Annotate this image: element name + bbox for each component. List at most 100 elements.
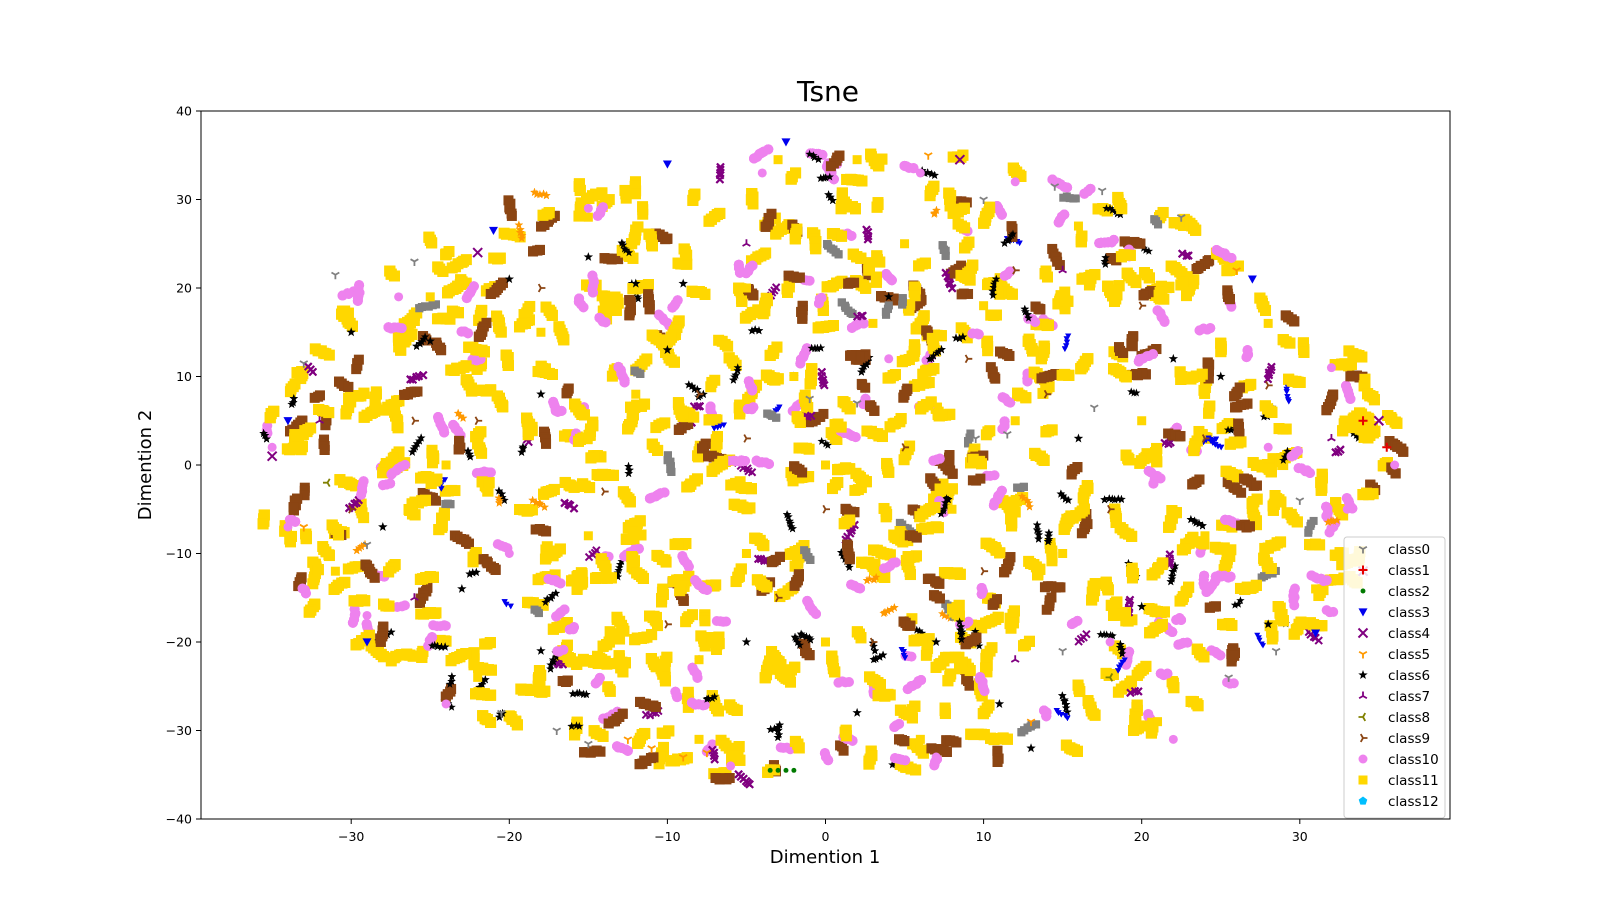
cloud-point	[680, 616, 692, 628]
cloud-point	[1236, 487, 1247, 498]
cloud-point	[295, 373, 307, 385]
cloud-point	[1230, 600, 1240, 609]
cloud-point	[340, 408, 352, 420]
cloud-point	[323, 349, 335, 361]
cloud-point	[1226, 301, 1237, 312]
cloud-point	[1076, 528, 1087, 539]
cloud-point	[747, 468, 757, 477]
cloud-point	[614, 566, 623, 575]
cloud-point	[739, 312, 751, 324]
cloud-point	[1132, 388, 1141, 397]
cloud-point	[1102, 630, 1111, 639]
cloud-point	[938, 609, 947, 618]
cloud-point	[1347, 413, 1359, 425]
cloud-point	[903, 304, 915, 316]
cloud-point	[431, 313, 443, 325]
cloud-point	[606, 370, 618, 382]
cloud-point	[1225, 544, 1237, 556]
cloud-point	[1054, 260, 1065, 271]
cloud-point	[615, 563, 624, 572]
cloud-point	[637, 208, 649, 220]
cloud-point	[821, 439, 831, 448]
cloud-point	[617, 557, 626, 566]
cloud-point	[1251, 519, 1263, 531]
cloud-point	[1108, 631, 1117, 640]
cloud-point	[742, 393, 754, 405]
cloud-point	[613, 568, 622, 577]
cloud-point	[1195, 547, 1206, 558]
cloud-point	[803, 443, 815, 455]
cloud-point	[838, 745, 849, 756]
cloud-point	[1328, 606, 1339, 617]
cloud-point	[1134, 457, 1146, 469]
cloud-point	[1352, 431, 1361, 440]
cloud-point	[1180, 290, 1192, 302]
cloud-point	[849, 484, 861, 496]
cloud-point	[956, 289, 967, 300]
cloud-point	[1127, 387, 1136, 396]
cloud-point	[430, 495, 441, 506]
cloud-point	[888, 760, 897, 769]
cloud-point	[982, 345, 994, 357]
cloud-point	[898, 454, 910, 466]
cloud-point	[1041, 604, 1052, 615]
cloud-point	[627, 279, 637, 287]
cloud-point	[1304, 528, 1313, 537]
cloud-point	[630, 188, 642, 200]
cloud-point	[944, 612, 953, 621]
cloud-point	[604, 685, 616, 697]
cloud-point	[573, 210, 585, 222]
cloud-point	[539, 553, 551, 565]
cloud-point	[299, 490, 310, 501]
cloud-point	[1074, 637, 1083, 646]
cloud-point	[1314, 636, 1323, 645]
cloud-point	[1223, 425, 1233, 434]
cloud-point	[1256, 637, 1263, 644]
cloud-point	[615, 560, 625, 569]
cloud-point	[342, 563, 354, 575]
cloud-point	[392, 602, 403, 613]
cloud-point	[1226, 425, 1236, 434]
cloud-point	[426, 457, 438, 469]
cloud-point	[961, 332, 973, 344]
cloud-point	[917, 628, 927, 637]
cloud-point	[1144, 246, 1154, 255]
cloud-point	[634, 294, 643, 303]
cloud-point	[1228, 678, 1239, 689]
cloud-point	[641, 710, 651, 720]
cloud-point	[1059, 303, 1071, 315]
cloud-point	[613, 572, 623, 581]
cloud-point	[1126, 614, 1138, 626]
cloud-point	[532, 574, 544, 586]
cloud-point	[833, 677, 844, 688]
cloud-point	[440, 620, 451, 631]
cloud-point	[1257, 573, 1266, 582]
cloud-point	[1046, 555, 1058, 567]
cloud-point	[614, 633, 626, 645]
cloud-point	[1266, 633, 1278, 645]
point-cloud	[257, 144, 1409, 789]
cloud-point	[309, 392, 320, 403]
cloud-point	[721, 616, 732, 627]
cloud-point	[785, 676, 797, 688]
cloud-point	[1259, 643, 1266, 649]
cloud-point	[1349, 429, 1358, 438]
cloud-point	[823, 440, 833, 449]
cloud-point	[817, 436, 826, 445]
cloud-point	[1259, 412, 1269, 421]
cloud-point	[1324, 527, 1335, 538]
cloud-point	[620, 192, 632, 204]
cloud-point	[975, 641, 984, 650]
cloud-point	[804, 417, 815, 428]
cloud-point	[981, 279, 993, 291]
cloud-point	[722, 340, 734, 352]
cloud-point	[1055, 582, 1066, 593]
cloud-point	[1071, 194, 1080, 203]
cloud-point	[692, 451, 704, 463]
cloud-point	[880, 511, 892, 523]
cloud-point	[506, 210, 517, 221]
cloud-point	[358, 512, 370, 524]
cloud-point	[601, 658, 613, 670]
cloud-point	[705, 381, 717, 393]
